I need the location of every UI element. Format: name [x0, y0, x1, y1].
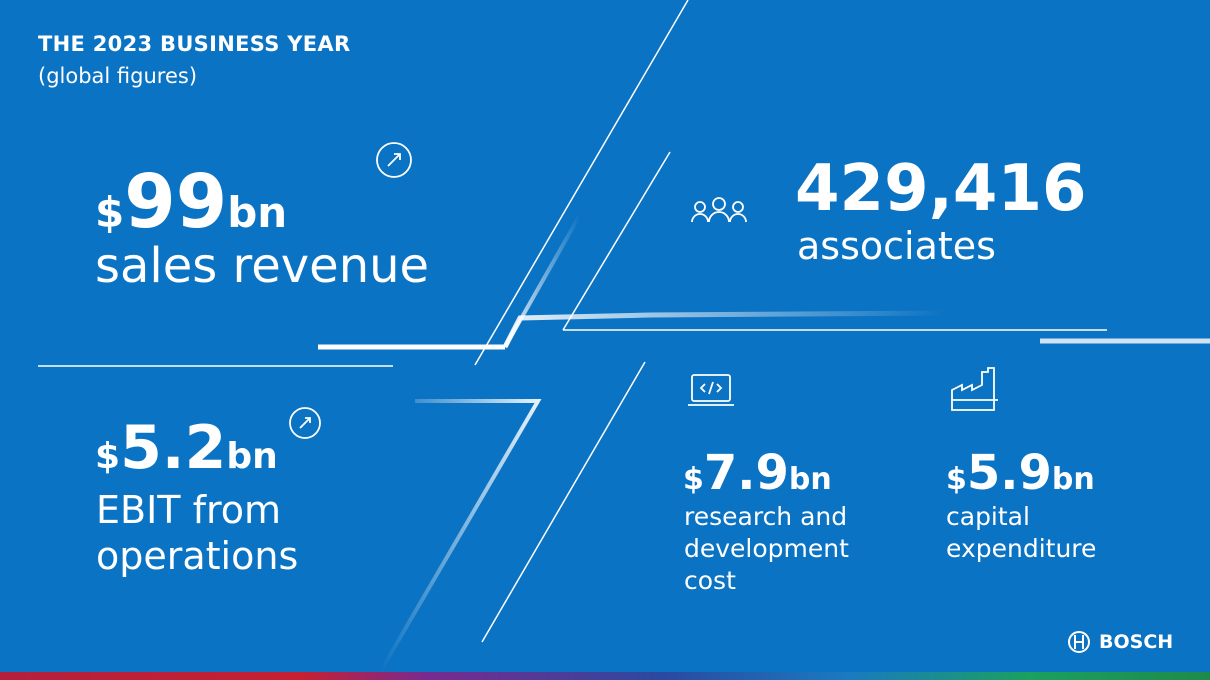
- figure-label: capital expenditure: [946, 501, 1096, 565]
- text: EBIT from: [96, 488, 282, 532]
- text: bn: [226, 436, 278, 477]
- subtitle: (global figures): [38, 64, 198, 88]
- icons: [289, 142, 998, 439]
- text: 7.9: [703, 445, 789, 501]
- text: operations: [96, 533, 299, 578]
- figure-value: $5.2bn: [95, 418, 278, 478]
- text: bn: [1051, 462, 1095, 497]
- text: 99: [124, 159, 228, 245]
- figure-label: sales revenue: [95, 238, 430, 294]
- figure-label: associates: [797, 224, 996, 268]
- text: $: [946, 462, 967, 497]
- title: THE 2023 BUSINESS YEAR: [38, 32, 351, 56]
- figure-label: research and development cost: [684, 501, 849, 597]
- lines: [38, 0, 1107, 643]
- logo: BOSCH: [1099, 631, 1174, 653]
- text: cost: [684, 566, 736, 595]
- text: expenditure: [946, 534, 1097, 563]
- text: development: [684, 534, 849, 563]
- text: $: [95, 436, 121, 477]
- text: $: [95, 188, 125, 237]
- text: research and: [684, 502, 848, 531]
- text: $: [683, 462, 704, 497]
- figure-value: 429,416: [795, 152, 1087, 226]
- text: bn: [788, 462, 832, 497]
- figure-value: $7.9bn: [683, 449, 832, 497]
- text: 5.2: [120, 413, 227, 483]
- figure-value: $99bn: [95, 165, 287, 239]
- figure-value: $5.9bn: [946, 449, 1095, 497]
- figure-label: EBIT from operations: [96, 488, 298, 579]
- text: bn: [227, 188, 288, 237]
- text: 5.9: [966, 445, 1052, 501]
- text: capital: [946, 502, 1030, 531]
